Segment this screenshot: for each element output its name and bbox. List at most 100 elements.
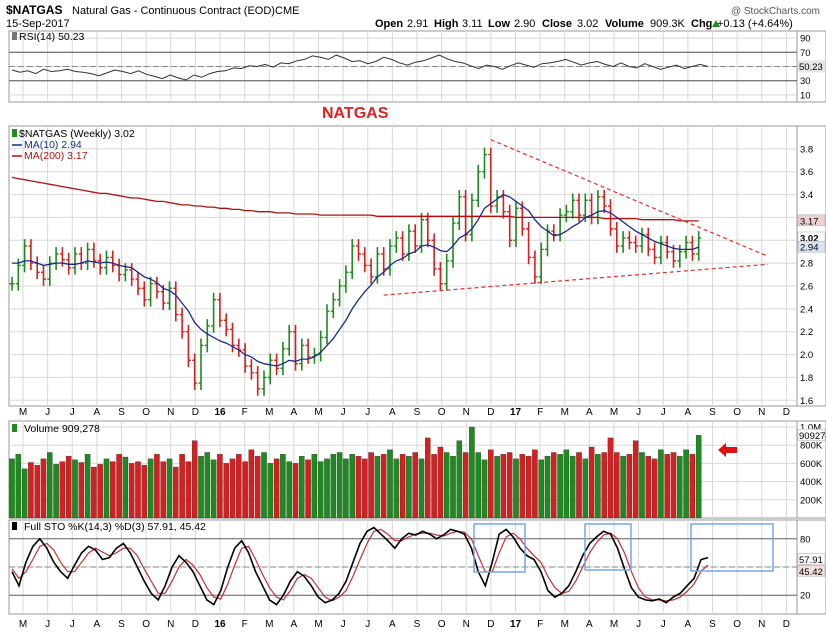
price-bar xyxy=(173,281,179,322)
rsi-tick-label: 90 xyxy=(800,34,811,45)
price-x-label: M xyxy=(265,407,273,418)
volume-bar xyxy=(122,456,129,519)
volume-bar xyxy=(59,461,66,519)
volume-tick-label: 600K xyxy=(800,459,823,470)
stochastic-x-label: F xyxy=(242,619,248,630)
volume-bar xyxy=(651,458,658,519)
price-bar xyxy=(324,304,330,345)
stochastic-x-label: M xyxy=(314,619,322,630)
stochastic-current-value: 45.42 xyxy=(799,567,823,578)
price-panel: 3.83.63.43.23.02.82.62.42.22.01.81.63.17… xyxy=(8,125,826,418)
price-x-label: 16 xyxy=(214,407,226,418)
volume-bar xyxy=(557,454,563,519)
price-bar xyxy=(444,254,450,291)
volume-bar xyxy=(639,452,645,519)
price-bar xyxy=(349,239,355,280)
volume-bar xyxy=(34,465,40,519)
rsi-legend-text: RSI(14) 50.23 xyxy=(19,31,85,43)
chart-exchange: CME xyxy=(275,5,299,17)
price-bar xyxy=(97,254,103,275)
volume-bar xyxy=(47,452,53,519)
stochastic-x-label: J xyxy=(70,619,75,630)
price-bar xyxy=(9,276,15,291)
stochastic-tick-label: 80 xyxy=(800,534,811,545)
price-bar xyxy=(677,244,683,268)
price-x-label: M xyxy=(19,407,27,418)
price-bar xyxy=(551,224,557,242)
stochastic-x-label: N xyxy=(167,619,174,630)
price-bar xyxy=(608,199,613,236)
volume-bar xyxy=(431,454,437,519)
rsi-current-value: 50.23 xyxy=(799,62,823,73)
volume-tick-label: 800K xyxy=(800,441,823,452)
price-bar xyxy=(645,227,651,257)
stochastic-current-tag xyxy=(797,565,826,577)
price-bar xyxy=(286,324,292,356)
price-bar xyxy=(41,265,46,286)
volume-bar xyxy=(481,459,488,519)
volume-bar xyxy=(380,454,387,519)
price-bar xyxy=(274,353,280,376)
volume-bar xyxy=(645,455,652,519)
volume-bar xyxy=(418,458,425,519)
price-bar xyxy=(437,262,443,291)
price-tick-label: 2.2 xyxy=(800,327,813,338)
rsi-line xyxy=(11,54,709,81)
price-bar xyxy=(198,338,204,390)
stochastic-x-label: S xyxy=(118,619,125,630)
close-label: Close xyxy=(542,18,572,30)
price-bar xyxy=(85,242,91,270)
volume-arrow-icon xyxy=(718,443,737,457)
volume-bar xyxy=(525,455,532,519)
volume-bar xyxy=(437,446,444,519)
volume-bar xyxy=(116,454,122,519)
price-x-label: D xyxy=(192,407,199,418)
price-frame xyxy=(8,125,798,407)
stochastic-d-line xyxy=(11,528,709,602)
volume-bar xyxy=(469,426,475,519)
volume-bar xyxy=(154,454,160,519)
stochastic-x-label: M xyxy=(610,619,618,630)
volume-bar xyxy=(141,465,148,519)
price-bar xyxy=(664,235,670,259)
price-bar xyxy=(185,324,191,368)
volume-bar xyxy=(632,440,639,519)
volume-bar xyxy=(185,461,192,519)
price-bar xyxy=(242,343,248,373)
stochastic-x-label: O xyxy=(438,619,446,630)
volume-bar xyxy=(65,455,72,519)
stochastic-x-label: J xyxy=(45,619,50,630)
price-bar xyxy=(450,216,456,268)
volume-bar xyxy=(387,449,393,519)
price-bar xyxy=(141,281,147,307)
price-tag-value: 3.02 xyxy=(800,234,819,245)
stochastic-current-tag xyxy=(797,553,826,565)
price-bar xyxy=(400,231,406,261)
stochastic-x-label: 16 xyxy=(214,619,226,630)
stochastic-highlight-box xyxy=(473,523,526,573)
price-bar xyxy=(393,231,399,253)
volume-bar xyxy=(28,462,34,519)
price-x-label: F xyxy=(537,407,543,418)
price-bar xyxy=(633,235,639,253)
volume-bar xyxy=(677,455,683,519)
watermark: @ StockCharts.com xyxy=(731,6,820,17)
volume-bar xyxy=(563,449,570,519)
stochastic-k-line xyxy=(11,526,709,606)
price-bar xyxy=(280,342,286,376)
price-bar xyxy=(658,235,664,265)
volume-bar xyxy=(683,449,689,519)
price-tick-label: 2.4 xyxy=(800,304,813,315)
volume-bar xyxy=(355,455,362,519)
price-bar xyxy=(381,247,387,276)
price-bar xyxy=(28,239,34,270)
price-bar xyxy=(689,235,695,261)
volume-bar xyxy=(582,458,589,519)
volume-bar xyxy=(72,459,78,519)
volume-legend-swatch xyxy=(12,424,17,432)
price-tick-label: 2.8 xyxy=(800,259,813,270)
price-bar xyxy=(22,239,28,273)
volume-bar xyxy=(128,463,135,519)
price-x-label: M xyxy=(561,407,569,418)
